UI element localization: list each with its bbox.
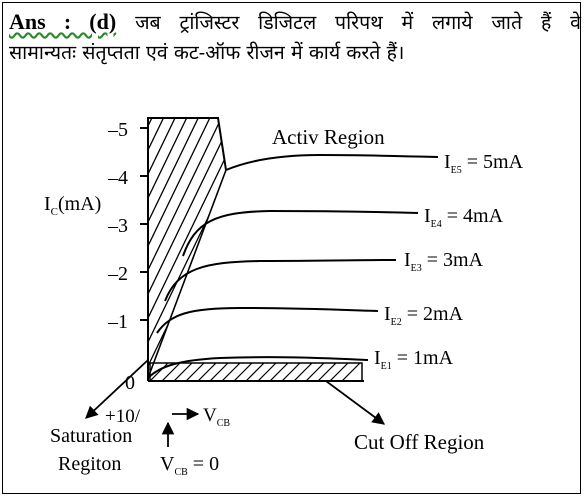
cutoff-region xyxy=(149,362,363,382)
y-tick-label-5: –5 xyxy=(107,119,128,141)
cutoff-arrow xyxy=(325,380,386,425)
curve-label-ie1: IE1 = 1mA xyxy=(374,347,454,372)
y-tick-label-4: –4 xyxy=(107,167,128,189)
curve-ie2 xyxy=(156,306,379,334)
vcb-zero-label: VCB = 0 xyxy=(160,453,219,478)
y-axis-ticks xyxy=(140,127,148,321)
answer-prefix-text: Ans : (d) xyxy=(9,9,117,34)
curve-label-ie2: IE2 = 2mA xyxy=(384,303,464,328)
curve-label-ie5: IE5 = 5mA xyxy=(444,151,524,176)
axes xyxy=(147,118,364,382)
curve-ie5 xyxy=(225,153,439,171)
saturation-arrow xyxy=(85,359,149,419)
cutoff-region-label: Cut Off Region xyxy=(354,430,485,454)
saturation-label-line1: +10/ xyxy=(105,406,141,427)
answer-line-1-text: जब ट्रांजिस्टर डिजिटल परिपथ में लगाये जा… xyxy=(135,11,581,34)
active-region-label: Activ Region xyxy=(272,125,385,149)
answer-line-2: सामान्यतः संतृप्तता एवं कट-ऑफ रीजन में क… xyxy=(9,41,405,64)
curve-ie1 xyxy=(147,356,369,379)
curve-label-ie3: IE3 = 3mA xyxy=(404,249,484,274)
answer-line-1: Ans : (d) जब ट्रांजिस्टर डिजिटल परिपथ मे… xyxy=(9,7,581,38)
answer-text: Ans : (d) जब ट्रांजिस्टर डिजिटल परिपथ मे… xyxy=(9,7,581,68)
y-tick-label-1: –1 xyxy=(107,311,128,333)
saturation-label-line3: Regiton xyxy=(58,453,121,475)
curve-ie3 xyxy=(164,259,397,302)
curve-labels: IE5 = 5mA IE4 = 4mA IE3 = 3mA IE2 = 2mA IE1 =… xyxy=(374,151,524,372)
answer-prefix: Ans : (d) xyxy=(9,9,116,34)
characteristic-curves xyxy=(147,153,439,379)
y-tick-label-3: –3 xyxy=(107,215,128,237)
curve-ie4 xyxy=(182,209,419,257)
y-tick-label-0: 0 xyxy=(125,372,135,394)
saturation-label-line2: Saturation xyxy=(50,425,132,447)
vcb-arrow-label: VCB xyxy=(203,405,230,429)
y-axis-tick-labels: 0 –1 –2 –3 –4 –5 xyxy=(107,119,135,394)
curve-label-ie4: IE4 = 4mA xyxy=(424,205,504,230)
y-axis-label: IC(mA) xyxy=(44,193,101,218)
y-tick-label-2: –2 xyxy=(107,263,128,285)
